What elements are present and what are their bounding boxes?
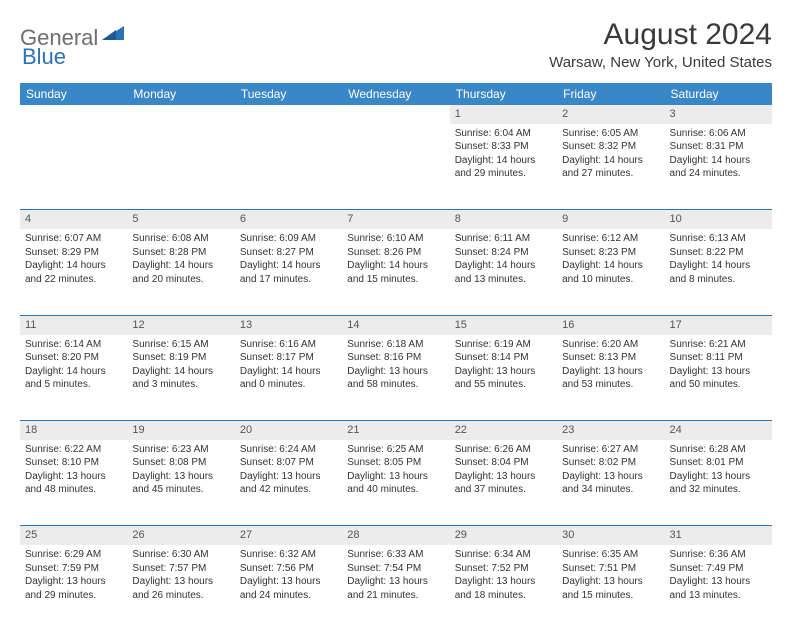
detail-row: Sunrise: 6:22 AMSunset: 8:10 PMDaylight:… [20,440,772,526]
day-detail-cell: Sunrise: 6:34 AMSunset: 7:52 PMDaylight:… [450,545,557,631]
day-detail-cell: Sunrise: 6:33 AMSunset: 7:54 PMDaylight:… [342,545,449,631]
day-detail-cell: Sunrise: 6:06 AMSunset: 8:31 PMDaylight:… [665,124,772,210]
day-detail-cell: Sunrise: 6:22 AMSunset: 8:10 PMDaylight:… [20,440,127,526]
day-detail-cell: Sunrise: 6:28 AMSunset: 8:01 PMDaylight:… [665,440,772,526]
day-header: Friday [557,83,664,105]
day-number-cell: 13 [235,315,342,334]
day-number-cell: 30 [557,526,664,545]
day-number-cell: 11 [20,315,127,334]
day-detail-cell: Sunrise: 6:12 AMSunset: 8:23 PMDaylight:… [557,229,664,315]
day-number-cell: 24 [665,421,772,440]
day-detail-cell: Sunrise: 6:27 AMSunset: 8:02 PMDaylight:… [557,440,664,526]
day-number-cell: 20 [235,421,342,440]
day-detail-cell: Sunrise: 6:05 AMSunset: 8:32 PMDaylight:… [557,124,664,210]
day-detail-cell: Sunrise: 6:15 AMSunset: 8:19 PMDaylight:… [127,335,234,421]
day-detail-cell [235,124,342,210]
daynum-row: 18192021222324 [20,421,772,440]
day-detail-cell [20,124,127,210]
day-number-cell: 5 [127,210,234,229]
day-number-cell: 31 [665,526,772,545]
month-title: August 2024 [549,18,772,52]
day-detail-cell: Sunrise: 6:35 AMSunset: 7:51 PMDaylight:… [557,545,664,631]
day-number-cell: 18 [20,421,127,440]
day-detail-cell: Sunrise: 6:04 AMSunset: 8:33 PMDaylight:… [450,124,557,210]
detail-row: Sunrise: 6:14 AMSunset: 8:20 PMDaylight:… [20,335,772,421]
day-header: Monday [127,83,234,105]
detail-row: Sunrise: 6:07 AMSunset: 8:29 PMDaylight:… [20,229,772,315]
day-number-cell: 17 [665,315,772,334]
day-number-cell: 26 [127,526,234,545]
day-number-cell: 19 [127,421,234,440]
day-detail-cell: Sunrise: 6:19 AMSunset: 8:14 PMDaylight:… [450,335,557,421]
day-number-cell: 6 [235,210,342,229]
day-detail-cell: Sunrise: 6:18 AMSunset: 8:16 PMDaylight:… [342,335,449,421]
day-detail-cell: Sunrise: 6:08 AMSunset: 8:28 PMDaylight:… [127,229,234,315]
header: General August 2024 Warsaw, New York, Un… [20,18,772,71]
day-detail-cell: Sunrise: 6:26 AMSunset: 8:04 PMDaylight:… [450,440,557,526]
detail-row: Sunrise: 6:29 AMSunset: 7:59 PMDaylight:… [20,545,772,631]
day-detail-cell: Sunrise: 6:16 AMSunset: 8:17 PMDaylight:… [235,335,342,421]
day-number-cell: 4 [20,210,127,229]
day-number-cell: 7 [342,210,449,229]
day-detail-cell: Sunrise: 6:29 AMSunset: 7:59 PMDaylight:… [20,545,127,631]
day-number-cell: 10 [665,210,772,229]
day-header: Tuesday [235,83,342,105]
day-detail-cell: Sunrise: 6:10 AMSunset: 8:26 PMDaylight:… [342,229,449,315]
day-number-cell: 29 [450,526,557,545]
day-header: Saturday [665,83,772,105]
day-number-cell: 27 [235,526,342,545]
day-detail-cell: Sunrise: 6:14 AMSunset: 8:20 PMDaylight:… [20,335,127,421]
day-number-cell: 22 [450,421,557,440]
daynum-row: 11121314151617 [20,315,772,334]
day-number-cell: 8 [450,210,557,229]
logo-text-blue: Blue [22,44,66,69]
day-number-cell: 2 [557,105,664,124]
day-number-cell: 23 [557,421,664,440]
day-detail-cell: Sunrise: 6:36 AMSunset: 7:49 PMDaylight:… [665,545,772,631]
calendar-head: SundayMondayTuesdayWednesdayThursdayFrid… [20,83,772,105]
detail-row: Sunrise: 6:04 AMSunset: 8:33 PMDaylight:… [20,124,772,210]
day-number-cell: 12 [127,315,234,334]
day-number-cell [20,105,127,124]
calendar-body: 123 Sunrise: 6:04 AMSunset: 8:33 PMDayli… [20,105,772,631]
daynum-row: 25262728293031 [20,526,772,545]
day-number-cell [342,105,449,124]
day-number-cell: 3 [665,105,772,124]
logo-triangle-icon [102,24,124,45]
day-number-cell [127,105,234,124]
day-detail-cell: Sunrise: 6:20 AMSunset: 8:13 PMDaylight:… [557,335,664,421]
day-detail-cell [127,124,234,210]
day-number-cell: 15 [450,315,557,334]
title-block: August 2024 Warsaw, New York, United Sta… [549,18,772,71]
day-detail-cell: Sunrise: 6:30 AMSunset: 7:57 PMDaylight:… [127,545,234,631]
day-detail-cell: Sunrise: 6:13 AMSunset: 8:22 PMDaylight:… [665,229,772,315]
day-number-cell: 9 [557,210,664,229]
day-number-cell [235,105,342,124]
day-detail-cell: Sunrise: 6:25 AMSunset: 8:05 PMDaylight:… [342,440,449,526]
day-number-cell: 28 [342,526,449,545]
day-number-cell: 25 [20,526,127,545]
daynum-row: 45678910 [20,210,772,229]
daynum-row: 123 [20,105,772,124]
day-detail-cell [342,124,449,210]
day-number-cell: 21 [342,421,449,440]
day-detail-cell: Sunrise: 6:21 AMSunset: 8:11 PMDaylight:… [665,335,772,421]
day-header: Thursday [450,83,557,105]
day-number-cell: 1 [450,105,557,124]
day-number-cell: 14 [342,315,449,334]
day-detail-cell: Sunrise: 6:11 AMSunset: 8:24 PMDaylight:… [450,229,557,315]
day-header: Wednesday [342,83,449,105]
location: Warsaw, New York, United States [549,54,772,71]
day-detail-cell: Sunrise: 6:24 AMSunset: 8:07 PMDaylight:… [235,440,342,526]
day-header: Sunday [20,83,127,105]
day-detail-cell: Sunrise: 6:07 AMSunset: 8:29 PMDaylight:… [20,229,127,315]
day-detail-cell: Sunrise: 6:23 AMSunset: 8:08 PMDaylight:… [127,440,234,526]
calendar-table: SundayMondayTuesdayWednesdayThursdayFrid… [20,83,772,631]
day-number-cell: 16 [557,315,664,334]
day-detail-cell: Sunrise: 6:32 AMSunset: 7:56 PMDaylight:… [235,545,342,631]
day-detail-cell: Sunrise: 6:09 AMSunset: 8:27 PMDaylight:… [235,229,342,315]
